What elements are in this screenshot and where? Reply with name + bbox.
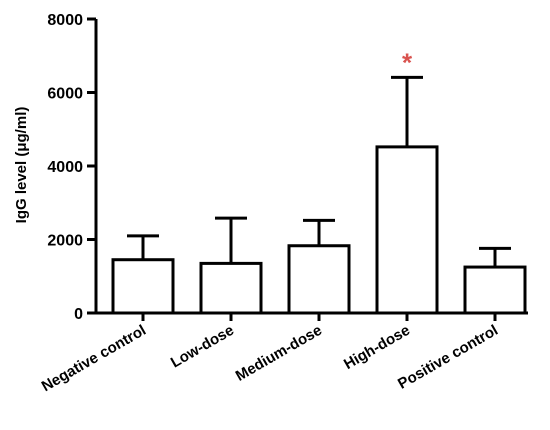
bar bbox=[463, 265, 527, 315]
x-tick-label: High-dose bbox=[341, 322, 413, 373]
bar bbox=[375, 145, 439, 315]
y-tick-label: 0 bbox=[74, 306, 83, 323]
x-tick-label: Medium-dose bbox=[233, 322, 325, 385]
x-tick-label: Positive control bbox=[395, 322, 501, 393]
y-tick-label: 4000 bbox=[47, 159, 83, 176]
bar bbox=[111, 258, 175, 315]
y-tick-label: 8000 bbox=[47, 12, 83, 29]
bars bbox=[111, 75, 527, 315]
y-axis-title: IgG level (μg/ml) bbox=[13, 107, 30, 224]
bar bbox=[287, 244, 351, 315]
y-tick-label: 2000 bbox=[47, 233, 83, 250]
bar bbox=[199, 261, 263, 315]
x-tick-label: Low-dose bbox=[168, 322, 237, 372]
significance-marker: * bbox=[402, 47, 413, 77]
x-tick-label: Negative control bbox=[39, 322, 149, 395]
y-tick-label: 6000 bbox=[47, 86, 83, 103]
